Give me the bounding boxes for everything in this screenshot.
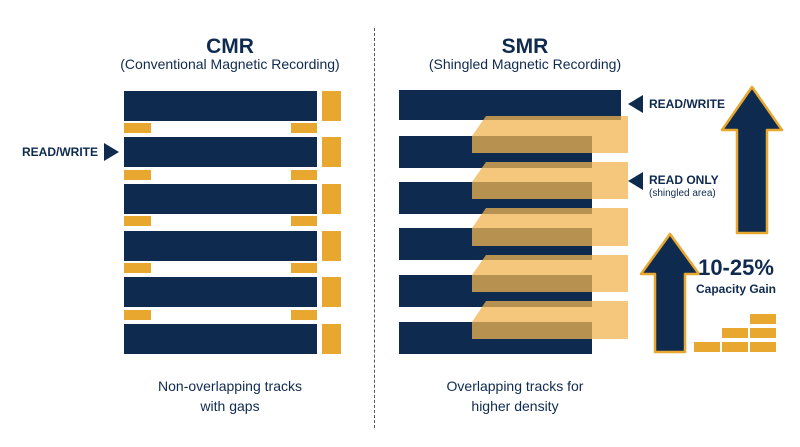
gap-strip-right xyxy=(291,170,317,180)
gap-strip-right xyxy=(291,216,317,226)
read-only-pointer-icon xyxy=(628,172,643,190)
gap-strip-right xyxy=(291,263,317,273)
guard-block xyxy=(322,137,341,167)
arrow-up-small-icon xyxy=(639,232,701,354)
read-write-pointer-icon xyxy=(628,95,643,113)
cmr-track xyxy=(124,137,317,167)
smr-subtitle: (Shingled Magnetic Recording) xyxy=(428,56,622,72)
gap-strip-left xyxy=(124,216,151,226)
smr-title: SMR xyxy=(501,35,549,58)
cmr-title: CMR xyxy=(206,35,254,58)
gap-strip-left xyxy=(124,123,151,133)
triangle-pointer-icon xyxy=(104,143,119,161)
shingle-overlay xyxy=(472,116,628,153)
arrow-up-icon xyxy=(720,85,784,235)
guard-block xyxy=(322,91,341,121)
capacity-gain-label: Capacity Gain xyxy=(695,282,777,296)
gap-strip-right xyxy=(291,123,317,133)
gap-strip-right xyxy=(291,310,317,320)
guard-block xyxy=(322,324,341,354)
cmr-gap-strips xyxy=(124,123,317,320)
gap-strip-left xyxy=(124,310,151,320)
cmr-read-write-label: READ/WRITE xyxy=(22,145,98,159)
smr-caption: Overlapping tracks for higher density xyxy=(400,376,630,416)
cmr-guard-blocks xyxy=(322,91,341,354)
smr-caption-line2: higher density xyxy=(471,398,559,414)
shingle-overlay xyxy=(472,255,628,292)
smr-read-write-label: READ/WRITE xyxy=(649,97,725,111)
shingle-overlay xyxy=(472,162,628,199)
smr-shingle-overlays xyxy=(472,116,628,339)
cmr-track xyxy=(124,324,317,354)
section-divider xyxy=(374,28,375,428)
cmr-track xyxy=(124,91,317,121)
shingle-overlay xyxy=(472,301,628,339)
cmr-caption-line1: Non-overlapping tracks xyxy=(158,378,302,394)
cmr-track xyxy=(124,277,317,307)
cmr-track xyxy=(124,184,317,214)
smr-read-only-label: READ ONLY xyxy=(649,173,719,187)
shingle-overlay xyxy=(472,208,628,246)
gap-strip-left xyxy=(124,263,151,273)
cmr-tracks xyxy=(124,91,317,354)
cmr-caption-line2: with gaps xyxy=(200,398,260,414)
cmr-subtitle: (Conventional Magnetic Recording) xyxy=(120,56,340,72)
guard-block xyxy=(322,231,341,261)
cmr-track xyxy=(124,231,317,261)
guard-block xyxy=(322,184,341,214)
gap-strip-left xyxy=(124,170,151,180)
smr-track xyxy=(399,90,621,120)
stacked-bricks-icon xyxy=(694,314,776,352)
smr-caption-line1: Overlapping tracks for xyxy=(446,378,584,394)
smr-read-only-sublabel: (shingled area) xyxy=(649,188,716,199)
cmr-caption: Non-overlapping tracks with gaps xyxy=(120,376,340,416)
capacity-gain-value: 10-25% xyxy=(698,255,774,280)
guard-block xyxy=(322,277,341,307)
